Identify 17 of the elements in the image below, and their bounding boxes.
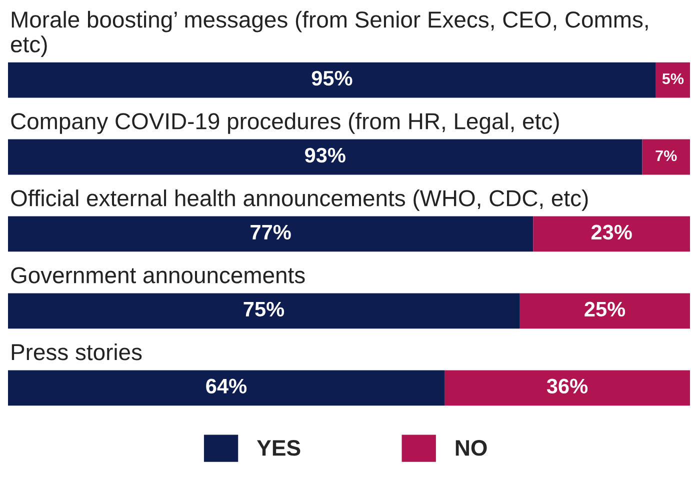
data-label: 7%: [656, 150, 677, 162]
legend-label: YES: [256, 440, 300, 456]
y-tick-label: Official external health announcements (WHO, CDC, etc): [11, 190, 588, 211]
data-label: 64%: [206, 378, 247, 394]
data-label: 36%: [546, 378, 588, 394]
data-label: 77%: [250, 224, 291, 240]
data-label: 75%: [244, 302, 284, 317]
y-tick-label: Press stories: [12, 343, 142, 360]
data-label: 23%: [591, 224, 632, 240]
data-label: 93%: [305, 148, 346, 163]
y-tick-label: Government announcements: [11, 267, 305, 284]
data-label: 5%: [662, 73, 684, 84]
legend-label: NO: [456, 440, 487, 456]
y-tick-label: Company COVID-19 procedures (from HR, Legal, etc): [11, 112, 559, 134]
data-label: 95%: [312, 70, 352, 86]
y-tick-label: Morale boosting’ messages (from Senior Execs, CEO, Comms, etc): [11, 10, 648, 57]
data-label: 25%: [584, 302, 626, 317]
